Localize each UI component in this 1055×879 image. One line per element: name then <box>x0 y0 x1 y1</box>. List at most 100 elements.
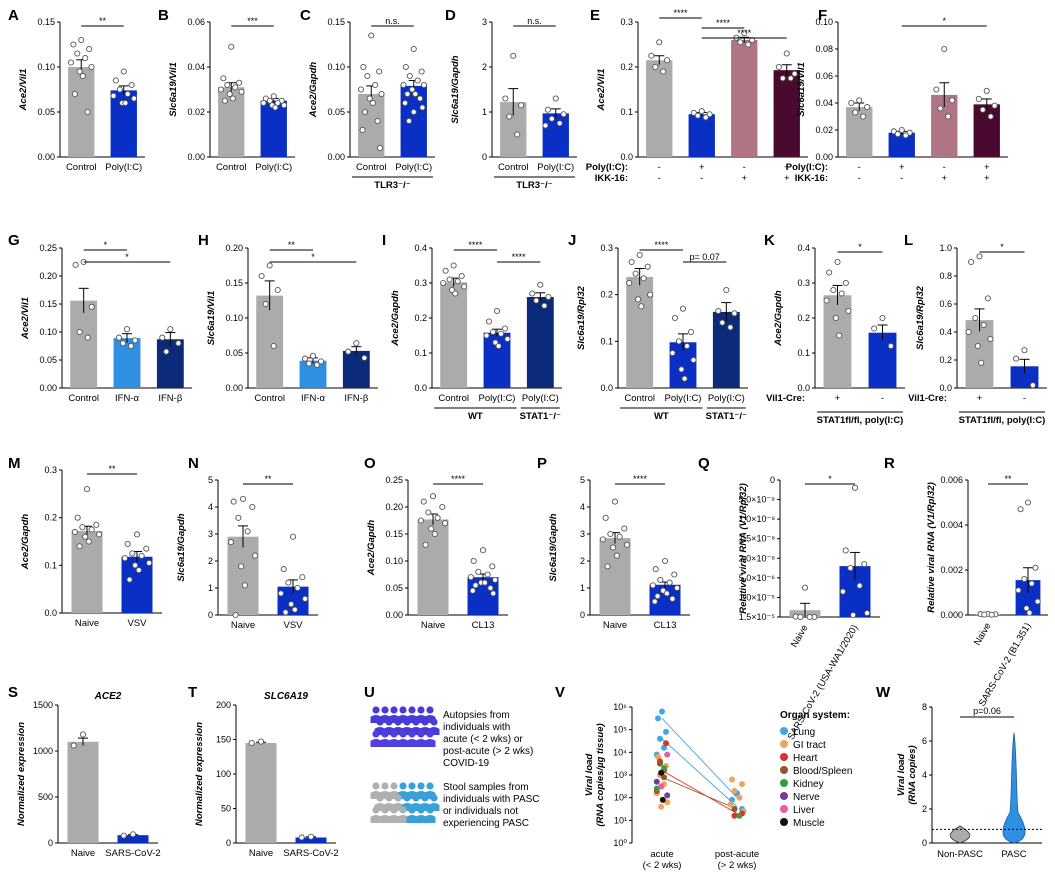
point-GI tract <box>658 803 665 810</box>
y-tick-label: 0.0 <box>600 383 613 393</box>
data-point <box>428 525 435 532</box>
data-point <box>649 582 656 589</box>
y-tick-label: 10⁵ <box>613 725 627 735</box>
y-tick-label: 0.00 <box>815 152 833 162</box>
y-tick-label: 0.0 <box>414 383 427 393</box>
data-point <box>727 324 734 331</box>
data-point <box>671 314 678 322</box>
panel-D: 0 1 2 3 Slc6a19/Gapdh Control Poly(I:C) n.s. TLR… <box>450 16 577 191</box>
data-point <box>120 68 127 75</box>
data-point <box>544 106 551 113</box>
panel-S: 0 500 1000 1500 Normalized expression ACE2 Nai… <box>16 691 161 859</box>
category-label: Poly(I:C) <box>255 162 292 173</box>
data-point <box>238 563 245 570</box>
table-row-label: Vil1-Cre: <box>908 393 947 404</box>
y-tick-label: 5 <box>580 475 585 485</box>
person-head <box>399 806 407 814</box>
data-point <box>82 533 89 540</box>
person-head <box>394 718 402 726</box>
data-point <box>291 606 298 613</box>
data-point <box>987 113 994 120</box>
y-tick-label: 1 <box>580 583 585 593</box>
y-tick-label: 0.20 <box>385 502 403 512</box>
category-label: IFN-β <box>158 393 182 404</box>
data-point <box>239 495 247 502</box>
data-point <box>88 303 95 310</box>
data-point <box>640 275 647 282</box>
data-point <box>741 30 748 37</box>
y-tick-label: 0 <box>482 152 487 162</box>
data-point <box>610 544 617 551</box>
data-point <box>74 50 81 57</box>
data-point <box>67 59 75 66</box>
data-point <box>483 332 490 339</box>
data-point <box>834 258 841 266</box>
panel-label-A: A <box>8 7 19 24</box>
panel-label-J: J <box>568 232 576 249</box>
person-icon-stool <box>370 806 382 823</box>
data-point <box>945 113 952 120</box>
person-head <box>421 718 429 726</box>
table-row-label: Poly(I:C): <box>586 162 628 173</box>
group-label: STAT1⁻/⁻ <box>706 411 747 422</box>
person-head <box>399 782 407 790</box>
category-label: PASC <box>1001 849 1026 860</box>
panel-label-E: E <box>590 7 600 24</box>
y-axis-label: Normalized expression <box>194 722 205 826</box>
point-Nerve <box>653 778 660 785</box>
data-point <box>123 326 131 333</box>
data-point <box>852 109 859 116</box>
panel-L: 0.0 0.2 0.4 0.6 0.8 1.0 Slc6a19/Rpl32 * Vil1-Cre… <box>908 242 1047 426</box>
y-tick-label: 0.20 <box>39 271 57 281</box>
data-point <box>124 90 131 98</box>
data-point <box>84 334 91 341</box>
panel-E: 0.0 0.1 0.2 0.3 Ace2/Vil1 **** **** **** Poly(I:… <box>586 8 808 184</box>
significance-label: *** <box>247 16 258 26</box>
category-label: Control <box>254 393 285 404</box>
data-point <box>241 582 248 589</box>
y-tick-label: 10³ <box>614 770 627 780</box>
data-point <box>489 328 497 336</box>
data-point <box>345 348 352 355</box>
data-point <box>262 300 269 308</box>
data-point <box>417 517 424 524</box>
legend-entry: Lung <box>793 727 815 738</box>
data-point <box>163 348 170 355</box>
data-point <box>902 132 909 139</box>
data-point <box>974 342 981 350</box>
data-point <box>660 68 667 75</box>
group-label: STAT1⁻/⁻ <box>520 411 561 422</box>
y-tick-label: 0.05 <box>385 583 403 593</box>
person-icon-autopsy <box>379 730 391 747</box>
violin-non-pasc <box>949 825 971 844</box>
data-point <box>121 555 128 562</box>
data-point <box>616 533 623 540</box>
data-point <box>274 286 281 294</box>
y-axis-label: Relative viral RNA (V1/Rpl32) <box>738 483 749 614</box>
y-tick-label: 0.4 <box>939 327 952 337</box>
panel-J: 0.0 0.1 0.2 0.3 Slc6a19/Rpl32 Control Poly(I:C… <box>576 240 748 422</box>
data-point <box>661 557 669 565</box>
y-tick-label: 4 <box>922 770 927 780</box>
data-point <box>78 36 85 44</box>
group-label: TLR3⁻/⁻ <box>516 180 552 191</box>
data-point <box>470 557 477 565</box>
table-cell: + <box>984 162 990 173</box>
y-tick-label: 0.0 <box>620 152 633 162</box>
panel-K: 0.0 0.1 0.2 0.3 0.4 Ace2/Gapdh * Vil1-Cre: + - STA… <box>766 242 905 426</box>
panel-C: 0.00 0.05 0.10 0.15 Ace2/Gapdh Control Poly(I:… <box>308 16 435 191</box>
data-point <box>422 541 429 548</box>
person-head <box>372 782 380 790</box>
data-point <box>991 102 998 109</box>
significance-label: **** <box>451 474 466 484</box>
panel-label-D: D <box>445 7 456 24</box>
legend-swatch <box>780 779 788 787</box>
person-head <box>417 806 425 814</box>
autopsy-text: COVID-19 <box>443 758 490 769</box>
point-Blood/Spleen <box>731 806 738 812</box>
data-point <box>88 63 95 71</box>
data-point <box>678 366 685 373</box>
y-tick-label: 0.25 <box>385 475 403 485</box>
